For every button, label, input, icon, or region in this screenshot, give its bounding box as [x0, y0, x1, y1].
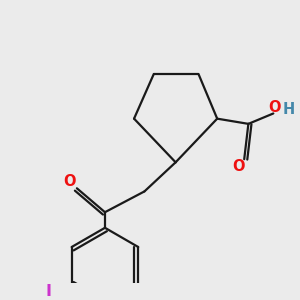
Text: H: H: [283, 102, 295, 117]
Text: O: O: [268, 100, 281, 116]
Text: I: I: [45, 284, 51, 298]
Text: O: O: [64, 174, 76, 189]
Text: O: O: [232, 159, 245, 174]
